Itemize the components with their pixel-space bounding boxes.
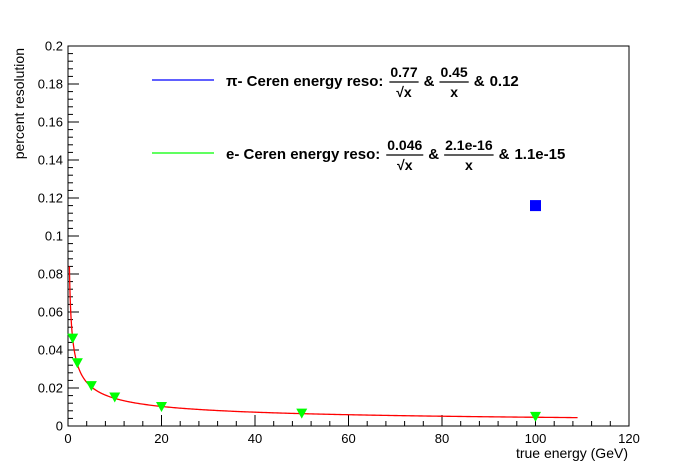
data-point-triangle — [156, 402, 167, 412]
y-tick-label: 0.08 — [38, 267, 63, 282]
data-point-triangle — [296, 408, 308, 419]
x-tick-label: 100 — [525, 431, 547, 446]
y-tick-label: 0.02 — [38, 381, 63, 396]
y-tick-label: 0.12 — [38, 191, 63, 206]
y-tick-label: 0.14 — [38, 153, 63, 168]
x-tick-label: 20 — [154, 431, 168, 446]
legend-term1-denominator: √x — [396, 84, 412, 100]
y-tick-label: 0.18 — [38, 77, 63, 92]
legend-term1-denominator: √x — [397, 157, 413, 173]
legend-prefix: e- Ceren energy reso: — [226, 146, 380, 163]
legend-prefix: π- Ceren energy reso: — [226, 73, 383, 90]
legend-term1-numerator: 0.77 — [390, 64, 417, 80]
x-axis-label: true energy (GeV) — [516, 445, 628, 461]
legend-term2-denominator: x — [465, 157, 473, 173]
legend-term3: 1.1e-15 — [514, 146, 565, 163]
y-tick-label: 0 — [56, 419, 63, 434]
legend-term2-denominator: x — [450, 84, 458, 100]
data-point-square — [530, 200, 541, 212]
x-tick-label: 60 — [341, 431, 355, 446]
data-point-triangle — [530, 411, 541, 422]
y-tick-label: 0.1 — [45, 229, 63, 244]
data-point-triangle — [85, 381, 97, 392]
legend-separator: & — [424, 73, 435, 90]
legend-term2-numerator: 2.1e-16 — [445, 137, 493, 153]
data-point-triangle — [71, 358, 83, 369]
x-tick-label: 40 — [248, 431, 262, 446]
data-point-triangle — [67, 333, 79, 344]
y-tick-label: 0.2 — [45, 39, 63, 54]
legend-separator: & — [428, 146, 439, 163]
legend-term3: 0.12 — [490, 73, 519, 90]
x-tick-label: 80 — [435, 431, 449, 446]
y-tick-label: 0.06 — [38, 305, 63, 320]
fit-curve — [68, 266, 578, 419]
x-tick-label: 0 — [64, 431, 71, 446]
legend-term2-numerator: 0.45 — [440, 64, 467, 80]
legend-separator: & — [474, 73, 485, 90]
y-tick-label: 0.16 — [38, 115, 63, 130]
legend-term1-numerator: 0.046 — [387, 137, 422, 153]
y-axis-label: percent resolution — [11, 48, 27, 159]
x-tick-label: 120 — [618, 431, 640, 446]
y-tick-label: 0.04 — [38, 343, 63, 358]
data-point-triangle — [109, 392, 121, 403]
legend-separator: & — [499, 146, 510, 163]
